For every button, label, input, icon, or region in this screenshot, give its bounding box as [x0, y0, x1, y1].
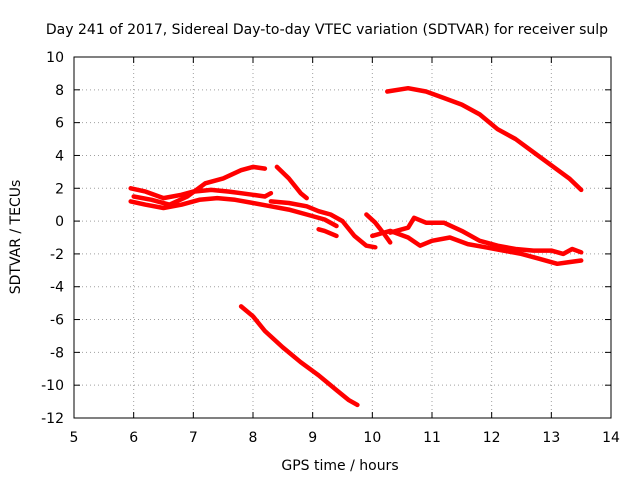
x-tick-label: 13: [542, 430, 560, 446]
x-tick-label: 6: [129, 430, 138, 446]
x-tick-label: 8: [249, 430, 258, 446]
y-tick-label: -4: [50, 280, 64, 296]
series-arc-9: [387, 215, 584, 257]
y-tick-label: -8: [50, 345, 64, 361]
y-tick-label: -6: [50, 313, 64, 329]
y-tick-label: -2: [50, 247, 64, 263]
axis-ticks: [73, 56, 612, 419]
series-arc-5: [268, 199, 378, 250]
y-tick-label: 4: [55, 148, 64, 164]
x-tick-label: 14: [602, 430, 620, 446]
plot-frame: [73, 56, 612, 419]
series-arc-6: [316, 227, 339, 239]
series-arc-2: [128, 195, 339, 229]
y-tick-label: 8: [55, 83, 64, 99]
series-arc-10: [385, 85, 584, 193]
x-tick-label: 7: [189, 430, 198, 446]
series-arc-8: [370, 228, 584, 267]
y-tick-label: 2: [55, 181, 64, 197]
y-tick-label: 6: [55, 116, 64, 132]
series-arc-1: [128, 186, 274, 201]
x-tick-label: 10: [363, 430, 381, 446]
series-arc-4: [274, 164, 309, 201]
data-series: [128, 85, 584, 408]
y-tick-label: 0: [55, 214, 64, 230]
tick-labels: 5 6 7 8 9 10 11 12 13 14 10 8 6 4 2 0 -2 -4 -6 -8 -10 -12: [41, 50, 620, 446]
series-arc-7: [364, 212, 393, 245]
y-tick-label: -12: [41, 411, 64, 427]
y-axis-label: SDTVAR / TECUs: [8, 180, 24, 295]
x-tick-label: 5: [70, 430, 79, 446]
x-axis-label: GPS time / hours: [281, 458, 398, 474]
y-tick-label: -10: [41, 378, 64, 394]
x-tick-label: 12: [483, 430, 501, 446]
x-tick-label: 9: [308, 430, 317, 446]
series-arc-11: [238, 304, 360, 408]
x-tick-label: 11: [423, 430, 441, 446]
grid: [74, 57, 611, 418]
y-tick-label: 10: [46, 50, 64, 66]
chart-title: Day 241 of 2017, Sidereal Day-to-day VTE…: [46, 22, 608, 38]
series-arc-3: [131, 164, 268, 207]
